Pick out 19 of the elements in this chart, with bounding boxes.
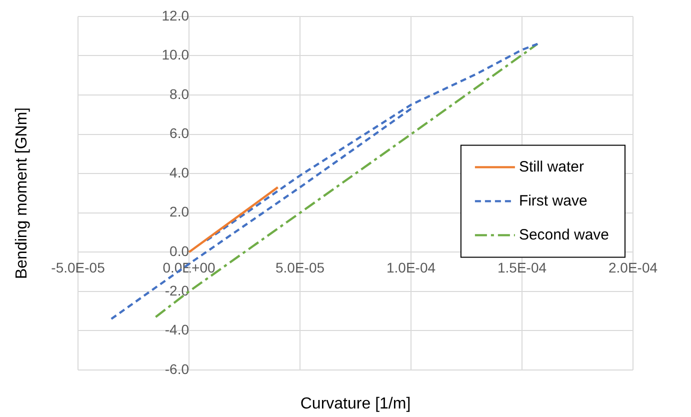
y-tick-label: 0.0 bbox=[170, 242, 190, 259]
y-tick-label: -4.0 bbox=[164, 322, 190, 338]
x-tick-label: 5.0E-05 bbox=[275, 259, 325, 276]
x-tick-label: -5.0E-05 bbox=[51, 259, 106, 276]
x-tick-label: 1.0E-04 bbox=[386, 259, 436, 276]
y-tick-label: -6.0 bbox=[164, 360, 190, 377]
legend-label: First wave bbox=[518, 192, 588, 210]
y-tick-label: 10.0 bbox=[162, 46, 190, 63]
y-tick-label: 6.0 bbox=[170, 125, 190, 142]
y-tick-label: 4.0 bbox=[170, 164, 190, 180]
y-tick-label: 12.0 bbox=[162, 7, 190, 24]
y-axis-title: Bending moment [GNm] bbox=[13, 107, 30, 280]
legend-label: Still water bbox=[518, 158, 584, 176]
x-tick-label: 2.0E-04 bbox=[608, 259, 658, 276]
x-axis-title: Curvature [1/m] bbox=[300, 395, 411, 412]
legend-label: Second wave bbox=[518, 226, 610, 244]
x-tick-label: 1.5E-04 bbox=[497, 259, 547, 276]
y-tick-label: 8.0 bbox=[170, 86, 190, 102]
y-tick-label: 2.0 bbox=[170, 204, 190, 220]
